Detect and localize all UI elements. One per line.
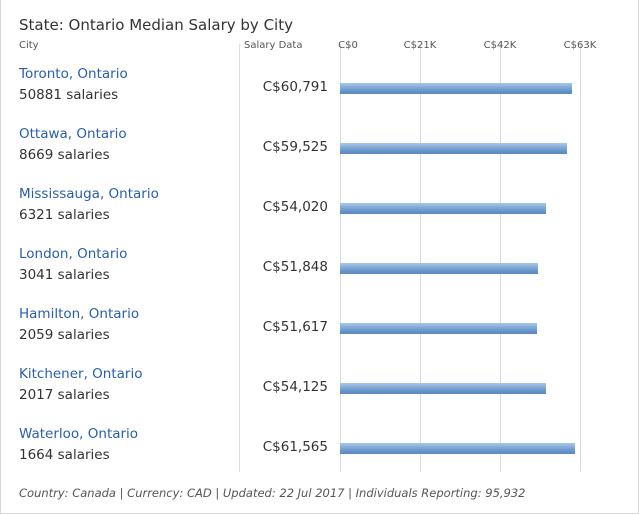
bar xyxy=(340,383,547,394)
gridline xyxy=(580,44,581,472)
tick-label: C$0 xyxy=(338,40,358,51)
bar xyxy=(340,263,538,274)
salary-count: 3041 salaries xyxy=(19,267,110,283)
tick-label: C$21K xyxy=(403,40,437,51)
city-link[interactable]: Ottawa, Ontario xyxy=(19,126,127,142)
data-label: C$54,020 xyxy=(262,199,328,215)
city-link[interactable]: Kitchener, Ontario xyxy=(19,366,143,382)
bar xyxy=(340,203,546,214)
salary-count: 8669 salaries xyxy=(19,147,110,163)
bar xyxy=(340,83,572,94)
footer-info: Country: Canada | Currency: CAD | Update… xyxy=(19,486,526,500)
salary-count: 1664 salaries xyxy=(19,447,110,463)
tick-label: C$42K xyxy=(483,40,517,51)
bar xyxy=(340,443,575,454)
gridline xyxy=(420,44,421,472)
gridline xyxy=(500,44,501,472)
bar xyxy=(340,323,537,334)
data-label: C$60,791 xyxy=(262,79,328,95)
data-label: C$54,125 xyxy=(262,379,328,395)
salary-count: 50881 salaries xyxy=(19,87,119,103)
tick-label: C$63K xyxy=(563,40,597,51)
salary-count: 2017 salaries xyxy=(19,387,110,403)
chart-title: State: Ontario Median Salary by City xyxy=(19,16,293,34)
bar xyxy=(340,143,567,154)
salary-count: 6321 salaries xyxy=(19,207,110,223)
city-link[interactable]: Waterloo, Ontario xyxy=(19,426,139,442)
data-label: C$59,525 xyxy=(262,139,328,155)
data-label: C$51,848 xyxy=(262,259,328,275)
city-link[interactable]: Mississauga, Ontario xyxy=(19,186,159,202)
gridline xyxy=(340,44,341,472)
column-divider xyxy=(239,44,240,472)
salary-count: 2059 salaries xyxy=(19,327,110,343)
city-link[interactable]: Hamilton, Ontario xyxy=(19,306,140,322)
data-label: C$51,617 xyxy=(262,319,328,335)
city-column-header: City xyxy=(19,40,39,51)
city-link[interactable]: Toronto, Ontario xyxy=(19,66,128,82)
salary-column-header: Salary Data xyxy=(244,40,303,51)
data-label: C$61,565 xyxy=(262,439,328,455)
city-link[interactable]: London, Ontario xyxy=(19,246,128,262)
